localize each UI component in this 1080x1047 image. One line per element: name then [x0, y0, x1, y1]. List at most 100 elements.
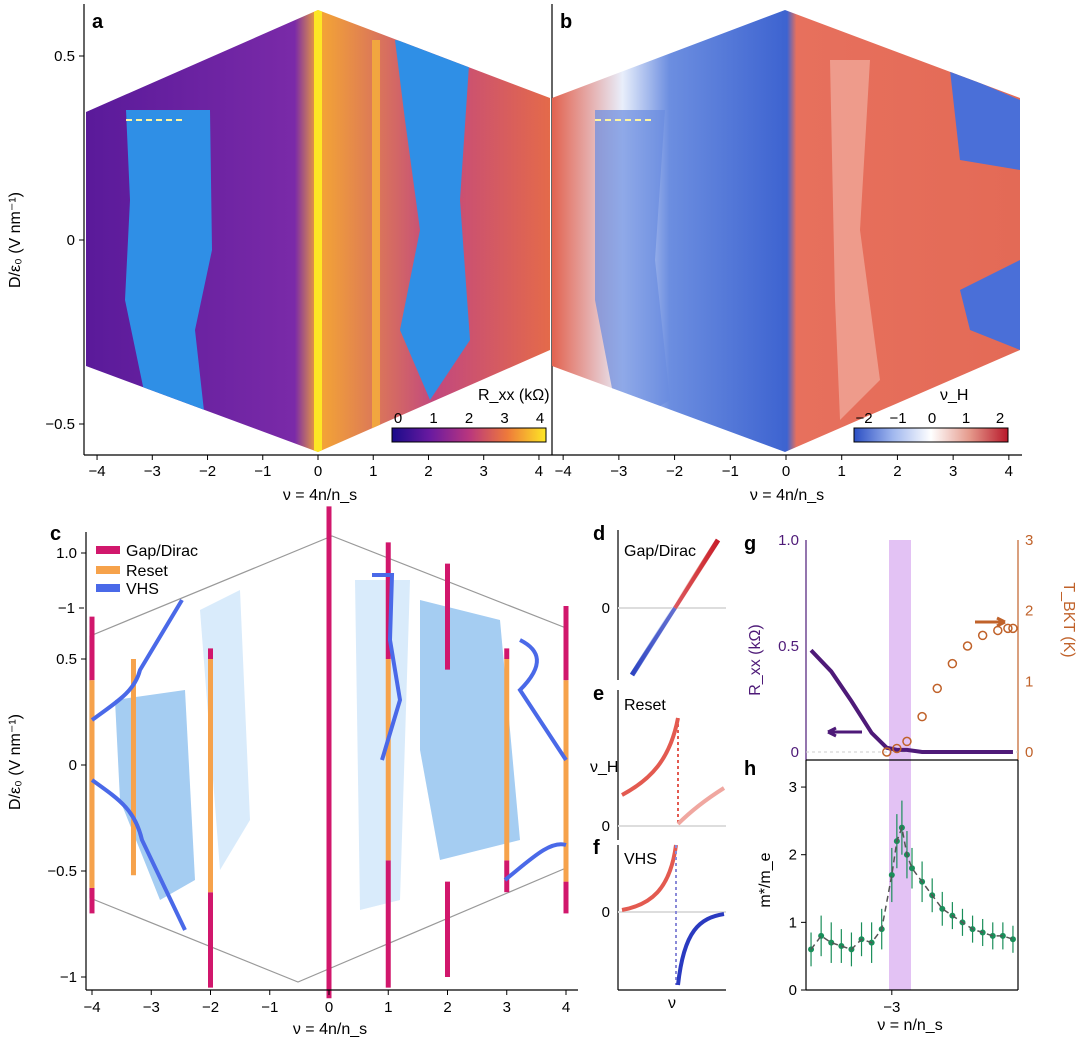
xtick-c-label-0: −4	[83, 999, 100, 1016]
title-e: Reset	[624, 697, 666, 714]
highlight-band	[889, 540, 911, 990]
xtick-a-label-6: 2	[424, 463, 432, 480]
xlabel-f: ν	[668, 995, 676, 1012]
ylabel-left-g: R_xx (kΩ)	[747, 624, 764, 696]
vhs-shade-mid-right	[355, 580, 410, 910]
ytick-a-label-1: 0.5	[54, 48, 75, 65]
vhs-curve-left-upper	[90, 598, 184, 722]
tbkt-point-5	[892, 743, 902, 754]
tbkt-point-9	[947, 658, 958, 669]
xtick-a-label-5: 1	[369, 463, 377, 480]
ticks-h: 0 1 2 3 −3	[789, 779, 901, 1016]
vhs-curve-right-upper	[372, 573, 403, 761]
nuh-blue-pocket-bottom	[960, 260, 1020, 350]
ytick-h-label-1: 1	[789, 914, 797, 931]
ytick-g-left-2: 1.0	[778, 532, 799, 549]
cbar-nuh-tick-2: 0	[928, 410, 936, 427]
ytick-c-label-4: −1	[60, 969, 77, 986]
xtick-c-label-2: −2	[202, 999, 219, 1016]
xtick-c-label-1: −3	[143, 999, 160, 1016]
panel-d: d Gap/Dirac 0	[593, 523, 726, 680]
series-rxx-line	[809, 648, 1013, 754]
panel-c: c −4 −3 −2 −1 0 1 2 3 4 1.0 0.5 0 −0.5 −1 ν = 4n/n_s…	[7, 506, 578, 1038]
cbar-rxx-tick-3: 3	[500, 410, 508, 427]
y-ticks-a: 1.0 0.5 0 −0.5 −1	[45, 48, 84, 617]
ytick-a-label-2: 0	[67, 232, 75, 249]
legend-gap-dirac: Gap/Dirac	[126, 543, 198, 560]
ytick-c-label-0: 1.0	[56, 545, 77, 562]
panel-label-f: f	[593, 837, 600, 859]
ytick-g-left-1: 0.5	[778, 638, 799, 655]
xtick-c-label-4: 0	[325, 999, 333, 1016]
colorbar-nuh-label: ν_H	[940, 387, 968, 404]
legend-swatch-vhs	[96, 584, 120, 592]
arrow-left-g	[827, 726, 862, 738]
ytick-g-left-0: 0	[791, 744, 799, 761]
cbar-rxx-tick-0: 0	[394, 410, 402, 427]
xtick-c-label-5: 1	[384, 999, 392, 1016]
ytick-e-0: 0	[602, 818, 610, 835]
cbar-rxx-tick-1: 1	[429, 410, 437, 427]
curve-d-neg	[630, 606, 677, 677]
xlabel-h: ν = n/n_s	[877, 1017, 942, 1034]
ylabel-h: m*/m_e	[757, 852, 774, 907]
panel-g: 0 0.5 1.0 0 1 2 3 g R_xx (kΩ) T_BKT (K)	[744, 532, 1077, 990]
x-axis-label-b: ν = 4n/n_s	[750, 487, 824, 504]
ytick-d-0: 0	[602, 600, 610, 617]
ylabel-e: ν_H	[590, 759, 618, 776]
ytick-a-label-4: −1	[58, 600, 75, 617]
colorbar-nuh-ticks: −2 −1 0 1 2	[855, 410, 1004, 427]
ytick-g-right-3: 3	[1025, 532, 1033, 549]
cbar-nuh-tick-1: −1	[889, 410, 906, 427]
heatmap-b	[552, 10, 1020, 452]
xtick-a-label-3: −1	[254, 463, 271, 480]
tbkt-point-11	[977, 630, 988, 641]
tbkt-point-12	[993, 625, 1003, 636]
diagram-c-lines	[89, 506, 569, 999]
title-f: VHS	[624, 851, 657, 868]
legend-swatch-gap-dirac	[96, 546, 120, 554]
x-axis-label-a: ν = 4n/n_s	[283, 487, 357, 504]
mass-point-12	[909, 865, 915, 872]
legend-c: Gap/Dirac Reset VHS	[96, 543, 198, 598]
rxx-bright-line-0	[314, 10, 322, 452]
curve-d-pos	[673, 538, 720, 610]
xtick-a-label-8: 4	[535, 463, 543, 480]
curve-e-left	[621, 717, 680, 797]
tbkt-point-8	[932, 683, 942, 694]
xtick-b-label-3: −1	[722, 463, 739, 480]
xtick-b-label-1: −3	[610, 463, 627, 480]
ylabel-right-g: T_BKT (K)	[1060, 582, 1077, 657]
panel-label-h: h	[744, 758, 756, 780]
panel-label-b: b	[560, 11, 572, 33]
xtick-a-label-4: 0	[314, 463, 322, 480]
ytick-g-right-2: 2	[1025, 603, 1033, 620]
mass-point-8	[888, 872, 895, 878]
series-h	[808, 800, 1016, 967]
legend-vhs: VHS	[126, 581, 159, 598]
xtick-b-label-4: 0	[782, 463, 790, 480]
nuh-blue-pocket-top	[950, 70, 1020, 170]
ytick-h-label-3: 3	[789, 779, 797, 796]
xtick-b-label-8: 4	[1005, 463, 1013, 480]
fit-curve-h	[810, 824, 1014, 951]
y-ticks-c: 1.0 0.5 0 −0.5 −1	[47, 545, 86, 986]
colorbar-nuh	[853, 427, 1009, 443]
nuh-region-right	[830, 60, 880, 420]
panel-label-c: c	[50, 523, 61, 545]
mass-point-22	[1009, 936, 1016, 943]
curve-e-right	[676, 786, 726, 826]
mass-point-21	[999, 932, 1006, 939]
xtick-a-label-1: −3	[144, 463, 161, 480]
panel-h: 0 1 2 3 −3 h m*/m_e ν = n/n_s	[744, 758, 1019, 1034]
x-ticks-c: −4 −3 −2 −1 0 1 2 3 4	[83, 990, 570, 1016]
y-axis-label-c: D/ε₀ (V nm⁻¹)	[7, 714, 24, 810]
tbkt-point-10	[962, 641, 973, 651]
x-ticks-a: −4 −3 −2 −1 0 1 2 3 4	[88, 455, 543, 480]
rxx-low-region-right	[395, 40, 470, 400]
vhs-shade-mid-left	[200, 590, 250, 870]
x-axis-label-c: ν = 4n/n_s	[293, 1021, 367, 1038]
series-g	[809, 623, 1018, 757]
nuh-region-left	[595, 110, 670, 430]
